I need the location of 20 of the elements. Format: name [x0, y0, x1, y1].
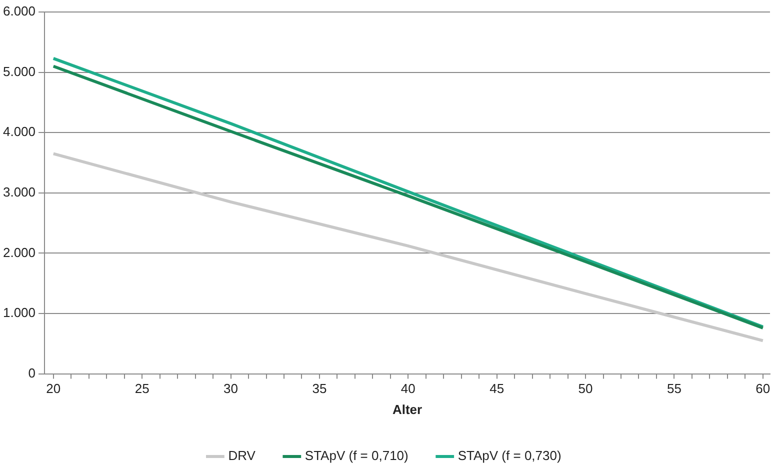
x-tick-label: 60	[756, 381, 770, 396]
y-tick-label: 4.000	[2, 124, 36, 140]
x-tick-label: 40	[400, 381, 416, 396]
y-tick-label: 6.000	[2, 4, 36, 19]
y-tick-label: 1.000	[2, 305, 36, 320]
x-tick-label: 25	[134, 381, 150, 396]
x-tick-label: 45	[490, 381, 504, 396]
legend-label: STApV (f = 0,730)	[458, 448, 562, 464]
x-tick-label: 50	[578, 381, 593, 396]
x-tick-label: 20	[46, 381, 61, 396]
y-tick-label: 3.000	[2, 184, 36, 200]
legend-label: STApV (f = 0,710)	[304, 448, 408, 464]
x-tick-label: 55	[666, 381, 682, 396]
y-tick-label: 2.000	[2, 244, 36, 260]
x-tick-label: 35	[312, 381, 327, 396]
y-tick-label: 5.000	[2, 64, 36, 79]
y-tick-label: 0	[28, 365, 36, 380]
legend-label: DRV	[228, 448, 256, 464]
x-axis-title: Alter	[392, 402, 422, 417]
x-tick-label: 30	[224, 381, 238, 396]
